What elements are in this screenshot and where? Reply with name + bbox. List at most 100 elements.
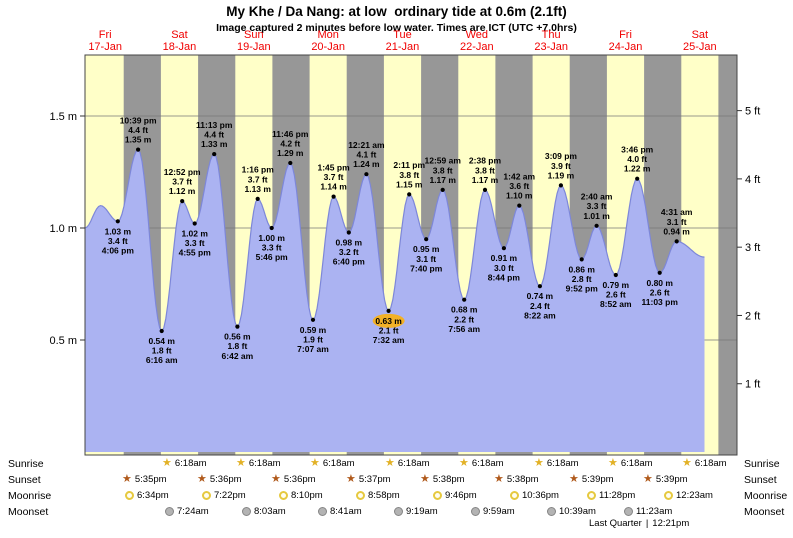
moonset-entry: 9:19am [394, 505, 438, 517]
tide-annotation-line: 9:52 pm [566, 284, 599, 294]
current-tide-highlight [372, 313, 405, 328]
moon-phase-separator: | [645, 518, 649, 529]
tide-annotation-line: 1.24 m [353, 159, 380, 169]
moonset-time: 7:24am [177, 505, 209, 517]
tide-extreme-dot [288, 160, 293, 166]
left-axis-label: 1.0 m [49, 223, 77, 235]
tide-annotation: 1:16 pm3.7 ft1.13 m [242, 165, 275, 194]
tide-annotation-line: 8:52 am [600, 299, 632, 309]
day-label-date: 19-Jan [237, 41, 271, 53]
tide-annotation-line: 1.02 m [181, 229, 208, 239]
moonset-time: 8:03am [254, 505, 286, 517]
right-axis-label: 3 ft [745, 242, 760, 254]
tide-curve [84, 148, 705, 333]
tide-annotation-line: 3.7 ft [248, 174, 268, 184]
tide-annotation-line: 7:40 pm [410, 263, 443, 273]
tide-extreme-dot [657, 270, 662, 275]
moonrise-entry: 9:46pm [433, 489, 477, 501]
sunset-entry: ★ 5:36pm [197, 473, 242, 485]
right-axis-label: 2 ft [745, 310, 760, 322]
tide-annotation-line: 3.8 ft [433, 165, 453, 175]
tide-annotation-line: 0.59 m [300, 325, 327, 335]
moonset-icon [471, 506, 480, 516]
sunset-entry: ★ 5:37pm [346, 473, 391, 485]
sunset-icon: ★ [197, 473, 207, 485]
sunset-icon: ★ [346, 473, 356, 485]
tide-annotation-line: 3.7 ft [324, 172, 344, 182]
tide-extreme-dot [212, 152, 217, 157]
tide-extreme-dot [136, 147, 141, 152]
tide-annotation-line: 7:07 am [297, 344, 329, 354]
tide-annotation-line: 1.01 m [583, 211, 610, 221]
tide-annotation-line: 1.17 m [429, 175, 456, 185]
sunrise-entry: ★ 6:18am [608, 457, 653, 469]
tide-extreme-dot [440, 187, 445, 192]
tide-annotation-line: 3.3 ft [262, 243, 282, 253]
moonrise-entry: 12:23am [664, 489, 713, 501]
page-title: My Khe / Da Nang: at low ordinary tide a… [226, 4, 567, 19]
tide-annotation-line: 1:45 pm [318, 162, 351, 172]
tide-extreme-dot [462, 297, 467, 302]
tide-annotation-line: 1.8 ft [227, 341, 247, 351]
moonset-icon [547, 506, 556, 516]
tide-annotation-line: 0.79 m [603, 280, 630, 290]
moonrise-time: 11:28pm [599, 489, 636, 501]
tide-annotation-line: 1.35 m [125, 135, 152, 145]
moonset-entry: 10:39am [547, 505, 596, 517]
tide-annotation-line: 11:03 pm [642, 297, 679, 307]
tide-annotation-line: 0.94 m [663, 226, 690, 236]
tide-extreme-dot [180, 199, 185, 204]
sunrise-entry: ★ 6:18am [162, 457, 207, 469]
sunset-entry: ★ 5:39pm [643, 473, 688, 485]
tide-annotation: 11:46 pm4.2 ft1.29 m [272, 129, 309, 158]
day-label-name: Sun [244, 29, 264, 41]
tide-annotation-line: 3.3 ft [587, 201, 607, 211]
tide-annotation-line: 6:40 pm [333, 257, 366, 267]
sunset-time: 5:36pm [283, 473, 316, 485]
sunrise-icon: ★ [459, 457, 469, 469]
tide-annotation-line: 2:11 pm [393, 160, 425, 170]
moonrise-icon [433, 490, 442, 500]
tide-extreme-dot [255, 196, 260, 201]
tide-annotation-line: 1.15 m [396, 179, 423, 189]
plot-border [84, 54, 738, 456]
tide-annotation-line: 4:55 pm [179, 248, 212, 258]
moonset-entry: 8:03am [242, 505, 286, 517]
tide-annotation-line: 0.54 m [148, 336, 175, 346]
tide-annotation-line: 0.74 m [527, 291, 554, 301]
tide-annotation-line: 3:46 pm [621, 145, 654, 155]
tide-annotation-line: 1.13 m [244, 184, 271, 194]
tide-annotation: 0.59 m1.9 ft7:07 am [297, 325, 329, 354]
sunrise-icon: ★ [236, 457, 246, 469]
moonset-icon [242, 506, 251, 516]
tide-annotation: 0.95 m3.1 ft7:40 pm [410, 244, 443, 273]
sunrise-entry: ★ 6:18am [385, 457, 430, 469]
tide-annotation-line: 6:16 am [146, 355, 178, 365]
sunrise-entry: ★ 6:18am [682, 457, 727, 469]
tide-annotation: 0.63 m2.1 ft7:32 am [372, 313, 405, 345]
tide-extreme-dot [364, 172, 369, 177]
tide-annotation-line: 2.8 ft [572, 274, 592, 284]
tide-extreme-dot [558, 183, 564, 188]
tide-annotation-line: 3.8 ft [475, 165, 495, 175]
tide-annotation-line: 3.6 ft [509, 181, 529, 191]
night-band [718, 55, 737, 455]
moonset-time: 10:39am [559, 505, 596, 517]
moonset-row-label-right: Moonset [744, 506, 785, 518]
tide-annotation: 11:13 pm4.4 ft1.33 m [196, 120, 233, 149]
sunset-time: 5:37pm [358, 473, 391, 485]
tide-annotation-line: 0.95 m [413, 244, 440, 254]
tide-annotation-line: 1.22 m [624, 164, 651, 174]
tide-annotation-line: 2.2 ft [454, 314, 474, 324]
tide-annotation-line: 4.1 ft [356, 150, 376, 160]
tide-annotation-line: 1.9 ft [303, 334, 323, 344]
sunset-time: 5:35pm [134, 473, 167, 485]
sunrise-icon: ★ [385, 457, 395, 469]
tide-annotation-line: 4:06 pm [102, 245, 135, 255]
tide-extreme-dot [594, 223, 599, 228]
day-label-name: Wed [466, 29, 488, 41]
tide-annotation-line: 3:09 pm [545, 151, 578, 161]
tide-extreme-dot [501, 246, 506, 251]
moonset-time: 11:23am [636, 505, 673, 517]
moon-phase-time: 12:21pm [652, 518, 690, 529]
